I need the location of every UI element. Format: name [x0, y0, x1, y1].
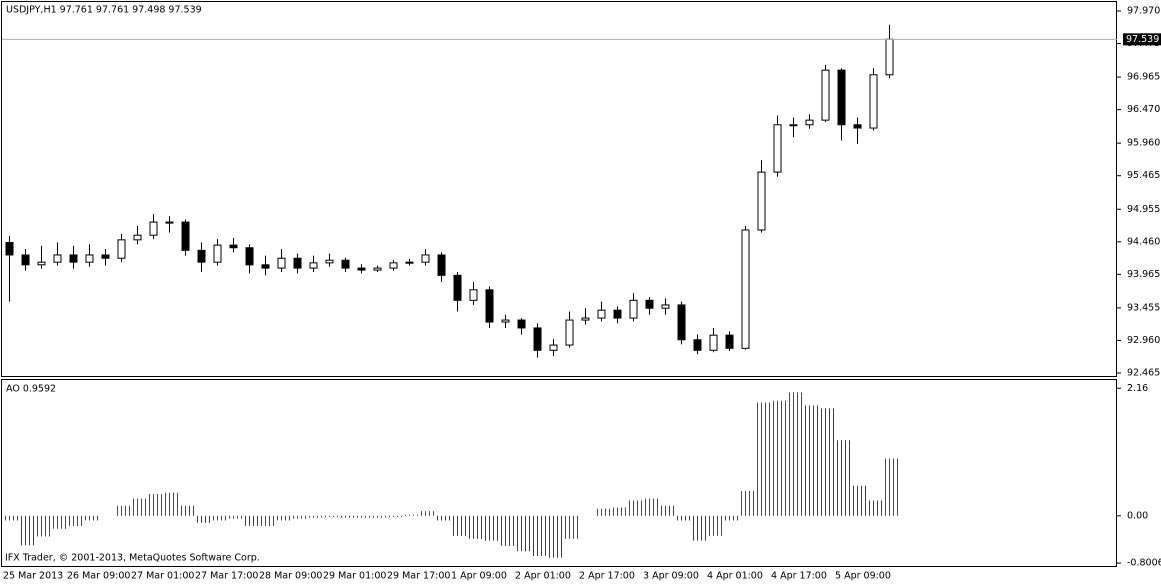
candle-body [405, 261, 414, 264]
price-title: USDJPY,H1 97.761 97.761 97.498 97.539 [6, 5, 202, 16]
candle-body [5, 241, 14, 256]
y-tick-label: 93.965 [1127, 269, 1160, 280]
x-tick-label: 29 Mar 17:00 [387, 571, 450, 582]
candle-body [789, 124, 798, 127]
candle-body [261, 264, 270, 269]
candle-body [661, 304, 670, 309]
candle-body [853, 124, 862, 129]
candle-body [565, 319, 574, 346]
candle-body [885, 38, 894, 76]
candle-body [549, 344, 558, 351]
candle-body [229, 244, 238, 249]
candle-body [197, 249, 206, 263]
y-tick-label: 97.970 [1127, 5, 1160, 16]
candle-body [21, 254, 30, 266]
candle-body [341, 259, 350, 269]
candle-body [533, 327, 542, 351]
last-price-label: 97.539 [1126, 34, 1159, 45]
candle-body [37, 261, 46, 266]
candle-body [389, 262, 398, 269]
y-tick-label: -0.8006 [1127, 558, 1161, 569]
copyright: IFX Trader, © 2001-2013, MetaQuotes Soft… [5, 553, 260, 564]
candle-body [165, 221, 174, 224]
y-tick-label: 96.470 [1127, 104, 1160, 115]
candle-body [709, 334, 718, 351]
candle-body [373, 267, 382, 271]
candle-body [517, 319, 526, 329]
candle-body [85, 254, 94, 263]
x-tick-label: 4 Apr 01:00 [707, 571, 763, 582]
candle-body [133, 234, 142, 241]
y-tick-label: 94.460 [1127, 236, 1160, 247]
candle-body [869, 74, 878, 129]
x-tick-label: 28 Mar 09:00 [259, 571, 322, 582]
candle-body [725, 334, 734, 349]
candle-body [821, 69, 830, 121]
candle-body [693, 339, 702, 351]
x-tick-label: 3 Apr 09:00 [643, 571, 699, 582]
y-tick-label: 92.960 [1127, 335, 1160, 346]
candle-body [117, 239, 126, 259]
candle-body [629, 299, 638, 319]
y-tick-label: 96.965 [1127, 72, 1160, 83]
candle-body [757, 171, 766, 231]
candle-body [325, 259, 334, 264]
candle-body [357, 267, 366, 271]
x-tick-label: 25 Mar 2013 [3, 571, 63, 582]
candle-body [69, 254, 78, 263]
candle-body [613, 309, 622, 319]
y-tick-label: 93.455 [1127, 302, 1160, 313]
candle-body [469, 289, 478, 301]
x-tick-label: 29 Mar 01:00 [323, 571, 386, 582]
ao-panel [1, 379, 1117, 567]
y-tick-label: 92.465 [1127, 367, 1160, 378]
x-tick-label: 2 Apr 17:00 [579, 571, 635, 582]
x-tick-label: 1 Apr 09:00 [451, 571, 507, 582]
candle-body [485, 289, 494, 323]
candle-body [101, 254, 110, 259]
candle-body [453, 274, 462, 301]
candle-body [437, 254, 446, 276]
y-tick-label: 95.960 [1127, 138, 1160, 149]
candle-body [245, 247, 254, 266]
candle-body [293, 257, 302, 269]
y-tick-label: 94.955 [1127, 204, 1160, 215]
x-tick-label: 26 Mar 09:00 [67, 571, 130, 582]
candle-body [645, 299, 654, 309]
candle-body [597, 309, 606, 319]
candle-body [181, 221, 190, 251]
candle-body [501, 319, 510, 323]
x-tick-label: 27 Mar 17:00 [195, 571, 258, 582]
last-price-box [1123, 33, 1161, 46]
price-panel [1, 1, 1117, 377]
candle-body [677, 304, 686, 341]
candle-body [837, 69, 846, 126]
candle-body [213, 244, 222, 263]
candle-body [805, 119, 814, 126]
candle-body [421, 254, 430, 263]
x-tick-label: 5 Apr 09:00 [835, 571, 891, 582]
x-tick-label: 4 Apr 17:00 [771, 571, 827, 582]
y-tick-label: 95.465 [1127, 170, 1160, 181]
candle-body [581, 317, 590, 321]
x-tick-label: 27 Mar 01:00 [131, 571, 194, 582]
y-tick-label: 0.00 [1127, 510, 1148, 521]
candle-body [277, 257, 286, 269]
candle-body [53, 254, 62, 263]
x-tick-label: 2 Apr 01:00 [515, 571, 571, 582]
ao-title: AO 0.9592 [6, 384, 56, 395]
candle-body [741, 229, 750, 349]
candle-body [773, 124, 782, 173]
candle-body [309, 262, 318, 269]
y-tick-label: 2.16 [1127, 383, 1148, 394]
candle-body [149, 221, 158, 236]
